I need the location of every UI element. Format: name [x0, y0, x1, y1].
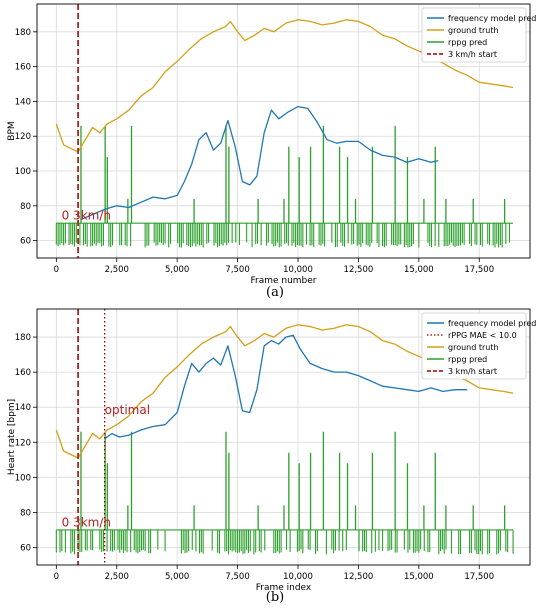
y-tick-label: 80 — [20, 508, 31, 518]
legend-entry: frequency model pred — [448, 14, 536, 23]
legend-box — [421, 312, 527, 380]
y-tick-label: 80 — [20, 202, 31, 212]
x-tick-label: 10,000 — [283, 572, 313, 582]
x-tick-label: 0 — [54, 572, 59, 582]
caption-a: (a) — [266, 285, 284, 300]
y-axis-label: Heart rate [bpm] — [7, 399, 17, 475]
legend-entry: rppg pred — [448, 355, 487, 364]
chart-b: optimal 0 3km/h 0 2,500 5,000 7,500 10,000 12,5… — [7, 308, 536, 590]
axes-frame — [36, 3, 531, 259]
legend-entry: ground truth — [448, 343, 499, 352]
legend-entry: rPPG MAE < 10.0 — [448, 331, 517, 340]
caption-b: (b) — [265, 590, 285, 605]
y-tick-label: 120 — [15, 132, 31, 142]
legend-entry: rppg pred — [448, 38, 487, 47]
y-tick-label: 180 — [15, 333, 31, 343]
y-tick-label: 60 — [20, 237, 31, 247]
frequency-model-pred-line — [104, 334, 468, 440]
y-axis-label: BPM — [7, 121, 17, 140]
chart-a: 0 3km/h 0 2,500 5,000 7,500 10,000 12,500 15,00… — [7, 3, 536, 283]
annotation-label: optimal — [105, 403, 150, 417]
x-tick-label: 5,000 — [165, 572, 189, 582]
y-tick-label: 180 — [15, 28, 31, 38]
legend-entry: 3 km/h start — [448, 50, 497, 59]
x-tick-label: 5,000 — [165, 265, 189, 275]
x-tick-label: 15,000 — [404, 265, 434, 275]
x-tick-label: 12,500 — [344, 572, 374, 582]
annotation-label: 0 3km/h — [62, 209, 111, 223]
legend: frequency model pred ground truth rppg pre… — [421, 7, 536, 63]
x-tick-label: 17,500 — [464, 572, 494, 582]
legend-entry: frequency model pred — [448, 319, 536, 328]
y-tick-label: 140 — [15, 97, 31, 107]
x-axis-label: Frame index — [256, 583, 312, 590]
rppg-pred-series — [55, 431, 514, 555]
legend: frequency model pred rPPG MAE < 10.0 groun… — [421, 312, 536, 380]
y-tick-label: 140 — [15, 403, 31, 413]
annotation-label: 0 3km/h — [62, 515, 111, 529]
x-tick-label: 0 — [54, 265, 59, 275]
x-tick-label: 10,000 — [283, 265, 313, 275]
legend-entry: 3 km/h start — [448, 367, 497, 376]
x-tick-label: 2,500 — [105, 265, 129, 275]
rppg-pred-series — [55, 125, 514, 248]
y-tick-label: 100 — [15, 167, 31, 177]
x-tick-label: 7,500 — [225, 265, 249, 275]
legend-entry: ground truth — [448, 26, 499, 35]
y-tick-label: 100 — [15, 473, 31, 483]
x-axis-label: Frame number — [250, 276, 316, 283]
y-tick-label: 120 — [15, 438, 31, 448]
x-tick-label: 12,500 — [344, 265, 374, 275]
axes-frame — [36, 308, 531, 566]
y-tick-label: 160 — [15, 368, 31, 378]
x-tick-label: 15,000 — [404, 572, 434, 582]
y-tick-label: 60 — [20, 543, 31, 553]
x-tick-label: 2,500 — [105, 572, 129, 582]
frequency-model-pred-line — [80, 105, 439, 221]
y-tick-label: 160 — [15, 63, 31, 73]
x-tick-label: 7,500 — [225, 572, 249, 582]
legend-box — [421, 7, 527, 63]
x-tick-label: 17,500 — [464, 265, 494, 275]
